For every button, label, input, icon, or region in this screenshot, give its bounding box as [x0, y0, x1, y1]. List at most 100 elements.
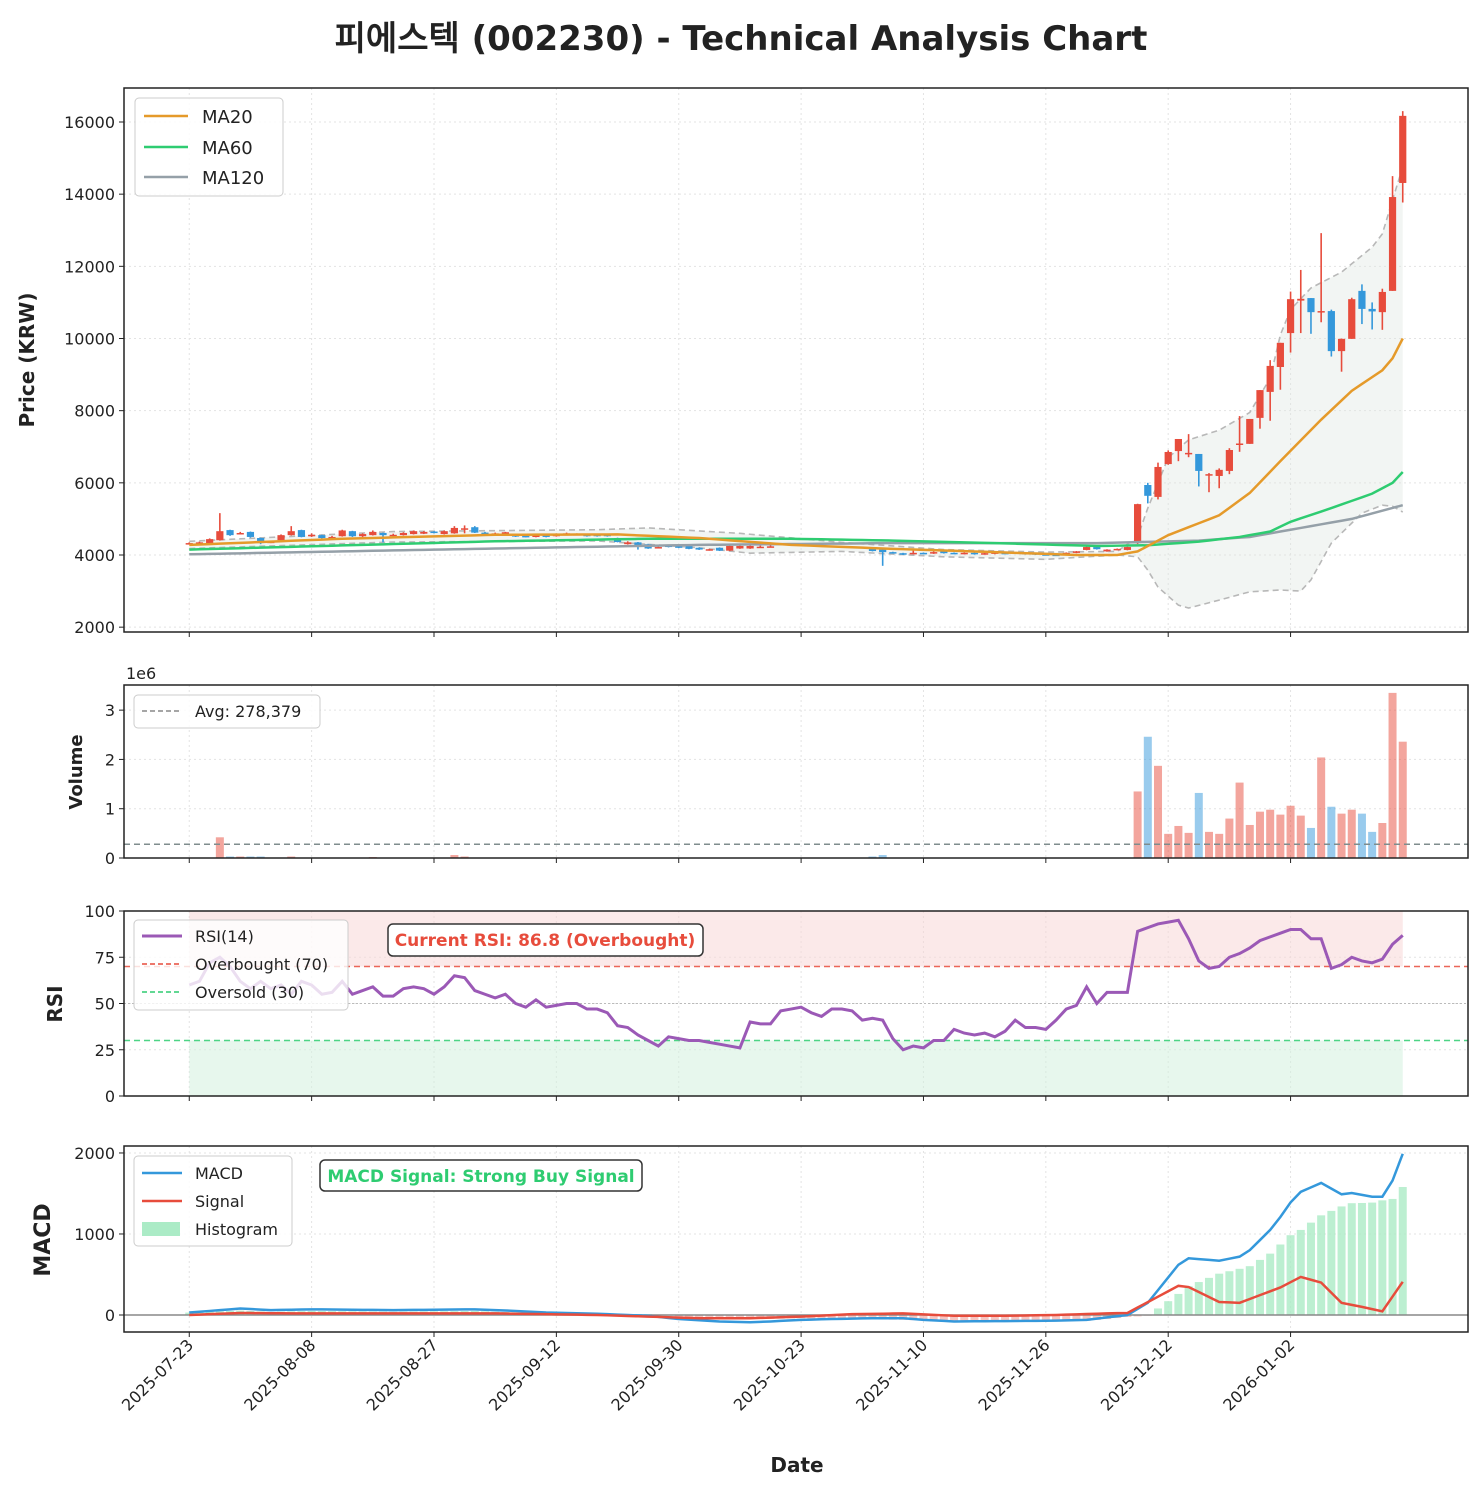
candle-body: [226, 530, 233, 535]
oversold-zone: [189, 1041, 1402, 1097]
y-tick-label: 10000: [64, 329, 115, 348]
candle-body: [1246, 419, 1253, 444]
macd-histogram-bar: [1256, 1260, 1264, 1315]
y-tick-label: 16000: [64, 113, 115, 132]
volume-bar: [1215, 834, 1223, 858]
candle-body: [1073, 551, 1080, 553]
candle-body: [981, 553, 988, 555]
macd-histogram-bar: [1164, 1301, 1172, 1315]
candle-body: [400, 533, 407, 535]
candle-body: [339, 530, 346, 536]
candle-body: [1277, 343, 1284, 367]
candle-body: [430, 532, 437, 534]
legend-ma20: MA20: [202, 107, 253, 128]
macd-histogram-bar: [1215, 1274, 1223, 1315]
legend-histogram: Histogram: [195, 1220, 278, 1239]
macd-histogram-bar: [1225, 1271, 1233, 1315]
y-tick-label: 0: [105, 1087, 115, 1106]
legend-overbought: Overbought (70): [195, 955, 328, 974]
macd-y-label: MACD: [31, 1203, 56, 1276]
candle-body: [1185, 453, 1192, 455]
rsi-legend: RSI(14) Overbought (70) Oversold (30): [134, 920, 348, 1010]
candle-body: [685, 546, 692, 549]
candle-body: [420, 532, 427, 534]
x-tick-label: 2026-01-02: [1219, 1335, 1298, 1414]
candle-body: [930, 552, 937, 554]
macd-histogram-bar: [1358, 1203, 1366, 1315]
x-tick-label: 2025-08-27: [363, 1335, 442, 1414]
candle-body: [1144, 485, 1151, 496]
volume-bar: [216, 837, 224, 858]
candle-body: [1154, 467, 1161, 497]
macd-histogram-bar: [1276, 1245, 1284, 1315]
y-tick-label: 2: [105, 750, 115, 769]
volume-y-label: Volume: [66, 734, 87, 809]
candle-body: [318, 535, 325, 538]
candle-body: [1114, 549, 1121, 551]
volume-bar: [1317, 757, 1325, 858]
macd-histogram-bar: [1195, 1282, 1203, 1315]
macd-histogram-bar: [1185, 1286, 1193, 1315]
volume-bar: [1266, 810, 1274, 858]
x-tick-label: 2025-09-12: [485, 1335, 564, 1414]
candle-body: [1093, 547, 1100, 549]
candle-body: [950, 553, 957, 555]
volume-bar: [1256, 812, 1264, 858]
candle-body: [369, 532, 376, 535]
y-tick-label: 2000: [74, 618, 115, 637]
candle-body: [726, 546, 733, 551]
macd-annotation-text: MACD Signal: Strong Buy Signal: [327, 1167, 634, 1187]
y-tick-label: 4000: [74, 546, 115, 565]
candle-body: [1287, 299, 1294, 333]
legend-oversold: Oversold (30): [195, 983, 304, 1002]
candle-body: [247, 532, 254, 537]
x-tick-label: 2025-12-12: [1097, 1335, 1176, 1414]
macd-histogram-bar: [1378, 1200, 1386, 1315]
candle-body: [899, 553, 906, 555]
candle-body: [471, 527, 478, 532]
candle-body: [961, 553, 968, 555]
volume-bar: [1134, 791, 1142, 858]
legend-volume-avg: Avg: 278,379: [195, 702, 301, 721]
candle-body: [1134, 504, 1141, 543]
macd-histogram-bar: [1236, 1269, 1244, 1315]
volume-bar: [1246, 825, 1254, 858]
x-tick-label: 2025-08-08: [240, 1335, 319, 1414]
y-tick-label: 1000: [74, 1225, 115, 1244]
price-y-label: Price (KRW): [15, 293, 39, 428]
volume-bar: [1389, 693, 1397, 858]
volume-bar: [1276, 815, 1284, 858]
candle-body: [1083, 547, 1090, 550]
candle-body: [1195, 454, 1202, 471]
candle-body: [216, 531, 223, 540]
macd-histogram-bar: [1317, 1215, 1325, 1315]
y-tick-label: 0: [105, 1306, 115, 1325]
candle-body: [655, 547, 662, 549]
volume-bar: [1185, 833, 1193, 858]
macd-annotation: MACD Signal: Strong Buy Signal: [320, 1160, 642, 1191]
candle-body: [379, 533, 386, 535]
candle-body: [696, 548, 703, 550]
macd-histogram-bar: [1368, 1203, 1376, 1315]
macd-histogram-bar: [1246, 1266, 1254, 1315]
candle-body: [288, 531, 295, 535]
macd-legend: MACD Signal Histogram: [134, 1156, 292, 1246]
y-tick-label: 8000: [74, 402, 115, 421]
candle-body: [706, 549, 713, 551]
candle-body: [1297, 299, 1304, 301]
y-tick-label: 14000: [64, 185, 115, 204]
y-tick-label: 75: [95, 948, 115, 967]
candle-body: [237, 533, 244, 535]
candle-body: [1165, 452, 1172, 464]
y-tick-label: 2000: [74, 1144, 115, 1163]
rsi-annotation: Current RSI: 86.8 (Overbought): [388, 924, 703, 956]
candle-body: [716, 548, 723, 551]
candle-body: [910, 553, 917, 555]
candle-body: [298, 530, 305, 537]
y-tick-label: 1: [105, 800, 115, 819]
candle-body: [747, 546, 754, 549]
x-tick-label: 2025-07-23: [118, 1335, 197, 1414]
candle-body: [308, 535, 315, 537]
volume-bar: [1236, 783, 1244, 858]
